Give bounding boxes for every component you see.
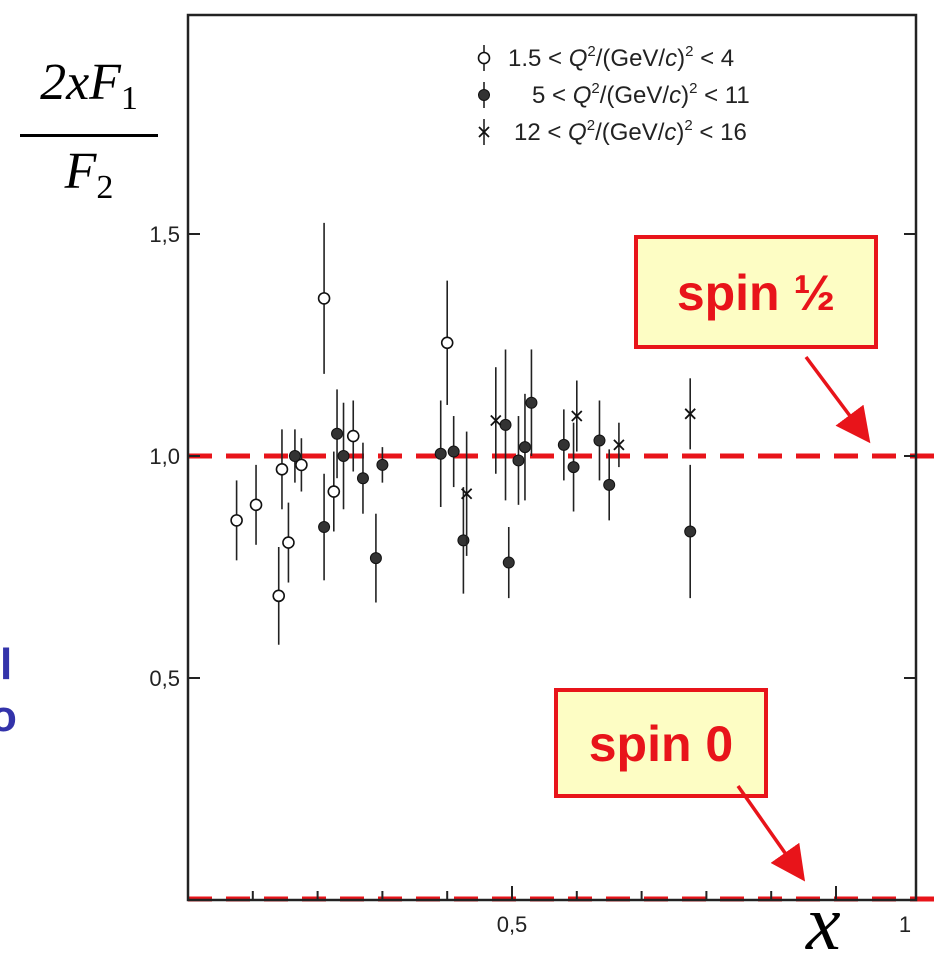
legend-marker-0 — [477, 51, 491, 65]
legend-label-0: 1.5 < Q2/(GeV/c)2 < 4 — [508, 43, 734, 72]
data-point-s1-0 — [288, 429, 301, 483]
marker-s1-4 — [356, 472, 369, 485]
marker-s2-1 — [490, 414, 502, 427]
data-point-s0-0 — [230, 480, 243, 561]
marker-s0-7 — [327, 485, 341, 498]
data-point-s0-3 — [275, 429, 289, 510]
data-point-s0-5 — [295, 438, 308, 492]
callout-label-0: spin ½ — [677, 265, 835, 321]
data-point-s1-2 — [331, 389, 344, 479]
data-point-s0-4 — [282, 502, 295, 583]
callout-box-0 — [634, 235, 878, 349]
data-point-s1-19 — [684, 464, 697, 599]
marker-s2-2 — [571, 410, 583, 422]
data-point-s1-18 — [603, 449, 616, 521]
marker-s1-18 — [603, 478, 616, 491]
data-point-s1-15 — [557, 409, 570, 481]
data-point-s1-13 — [518, 393, 531, 501]
marker-s1-16 — [567, 461, 580, 474]
plot-frame — [186, 13, 918, 902]
marker-s1-15 — [557, 438, 570, 451]
data-points — [230, 222, 697, 645]
marker-s1-14 — [525, 396, 538, 409]
legend-label-2: 12 < Q2/(GeV/c)2 < 16 — [514, 117, 747, 146]
legend-marker-2 — [478, 126, 490, 138]
fraction-bar — [20, 134, 158, 137]
data-point-s1-6 — [376, 447, 389, 483]
data-point-s1-17 — [593, 400, 606, 481]
marker-s2-4 — [684, 408, 696, 420]
data-point-s1-10 — [499, 349, 512, 501]
y-tick-label-2: 1,5 — [149, 222, 180, 247]
marker-s1-2 — [331, 427, 344, 440]
data-point-s1-5 — [369, 513, 382, 603]
data-point-s1-8 — [447, 416, 460, 488]
legend-label-1: 5 < Q2/(GeV/c)2 < 11 — [532, 80, 750, 109]
annotations: spin ½ spin 0 — [554, 235, 878, 882]
marker-s1-0 — [288, 450, 301, 462]
callout-arrow-0 — [804, 355, 871, 444]
cropped-side-text-1: l — [0, 640, 13, 689]
data-point-s0-9 — [440, 280, 454, 405]
legend: 1.5 < Q2/(GeV/c)2 < 4 5 < Q2/(GeV/c)2 < 1… — [477, 43, 750, 146]
y-label-numerator: 2xF1 — [40, 54, 138, 117]
callout-label-1: spin 0 — [589, 716, 733, 772]
data-point-s0-1 — [249, 464, 263, 545]
y-axis-label: 2xF1 F2 — [14, 52, 164, 219]
data-point-s2-0 — [461, 431, 473, 556]
axis-ticks: 0,5 1,0 1,5 0,5 1 — [149, 222, 916, 937]
y-label-denominator: F2 — [64, 143, 114, 206]
data-point-s0-6 — [317, 222, 331, 374]
cropped-side-text-2: o — [0, 692, 17, 741]
data-point-s0-7 — [327, 451, 341, 532]
marker-s0-0 — [230, 514, 243, 527]
data-point-s0-2 — [272, 547, 286, 645]
data-point-s0-8 — [346, 400, 360, 472]
marker-s0-3 — [275, 463, 289, 476]
y-tick-label-1: 1,0 — [149, 444, 180, 469]
marker-s0-6 — [317, 292, 331, 305]
marker-s0-8 — [346, 429, 360, 443]
marker-s1-12 — [512, 454, 525, 467]
data-point-s2-2 — [571, 380, 583, 452]
x-tick-label-0: 0,5 — [497, 912, 528, 937]
marker-s1-8 — [447, 445, 460, 458]
marker-s1-6 — [376, 458, 389, 471]
data-point-s1-1 — [318, 473, 331, 581]
reference-lines — [188, 453, 943, 902]
data-point-s2-3 — [613, 422, 625, 468]
marker-s1-10 — [499, 418, 512, 431]
marker-s1-19 — [684, 525, 697, 538]
data-point-s1-11 — [502, 527, 515, 599]
marker-s1-3 — [337, 450, 350, 462]
marker-s0-2 — [272, 589, 286, 603]
x-axis-label: x — [806, 879, 841, 966]
data-point-s1-14 — [525, 349, 538, 456]
y-tick-label-0: 0,5 — [149, 666, 180, 691]
data-point-s1-3 — [337, 402, 350, 510]
callout-arrow-1 — [736, 784, 806, 882]
x-tick-label-1: 1 — [899, 912, 911, 937]
data-point-s1-12 — [512, 416, 525, 505]
data-point-s2-4 — [684, 378, 696, 450]
marker-s2-0 — [461, 488, 473, 500]
marker-s1-13 — [518, 441, 531, 454]
marker-s1-17 — [593, 434, 606, 447]
marker-s0-9 — [440, 336, 454, 350]
marker-s0-5 — [295, 458, 308, 472]
marker-s1-1 — [318, 521, 331, 534]
callout-box-1 — [554, 688, 768, 798]
marker-s1-5 — [369, 552, 382, 565]
marker-s1-11 — [502, 556, 515, 569]
marker-s0-4 — [282, 536, 295, 549]
marker-s0-1 — [249, 498, 263, 512]
legend-marker-1 — [478, 89, 490, 101]
marker-s2-3 — [613, 439, 625, 451]
data-point-s2-1 — [490, 367, 502, 474]
data-point-s1-16 — [567, 422, 580, 512]
data-point-s1-4 — [356, 442, 369, 514]
data-point-s1-7 — [434, 400, 447, 508]
marker-s1-7 — [434, 447, 447, 460]
